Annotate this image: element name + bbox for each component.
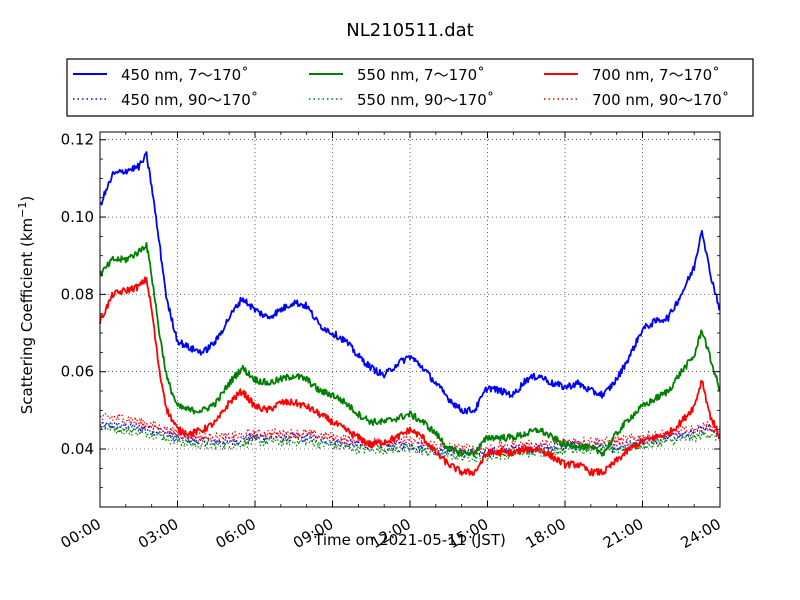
series-line-4 [99,422,721,463]
y-tick-label: 0.04 [61,440,94,458]
legend-label: 450 nm, 90～170˚ [121,91,258,109]
legend: 450 nm, 7～170˚ 450 nm, 90～170˚ 550 nm, 7… [66,58,754,117]
legend-item-550-solid: 550 nm, 7～170˚ [309,66,485,84]
series-layer [99,151,721,477]
legend-item-450-solid: 450 nm, 7～170˚ [73,66,249,84]
legend-item-450-dotted: 450 nm, 90～170˚ [73,91,258,109]
y-tick-label: 0.06 [61,363,94,381]
plot-frame [99,131,721,508]
legend-label: 550 nm, 90～170˚ [357,91,494,109]
series-line-2 [99,420,721,458]
legend-label: 550 nm, 7～170˚ [357,66,485,84]
series-line-3 [99,242,721,457]
legend-item-700-solid: 700 nm, 7～170˚ [544,66,720,84]
legend-label: 700 nm, 7～170˚ [592,66,720,84]
y-axis-label: Scattering Coefficient (km−1) [16,196,36,415]
y-tick-label: 0.10 [61,208,94,226]
series-line-5 [99,276,721,477]
y-tick-label: 0.12 [61,131,94,149]
y-tick-label: 0.08 [61,285,94,303]
x-axis-label: Time on 2021-05-11 (JST) [313,531,506,549]
legend-item-550-dotted: 550 nm, 90～170˚ [309,91,494,109]
legend-item-700-dotted: 700 nm, 90～170˚ [544,91,729,109]
legend-label: 450 nm, 7～170˚ [121,66,249,84]
chart-title: NL210511.dat [346,20,473,41]
legend-label: 700 nm, 90～170˚ [592,91,729,109]
series-line-1 [99,151,721,415]
